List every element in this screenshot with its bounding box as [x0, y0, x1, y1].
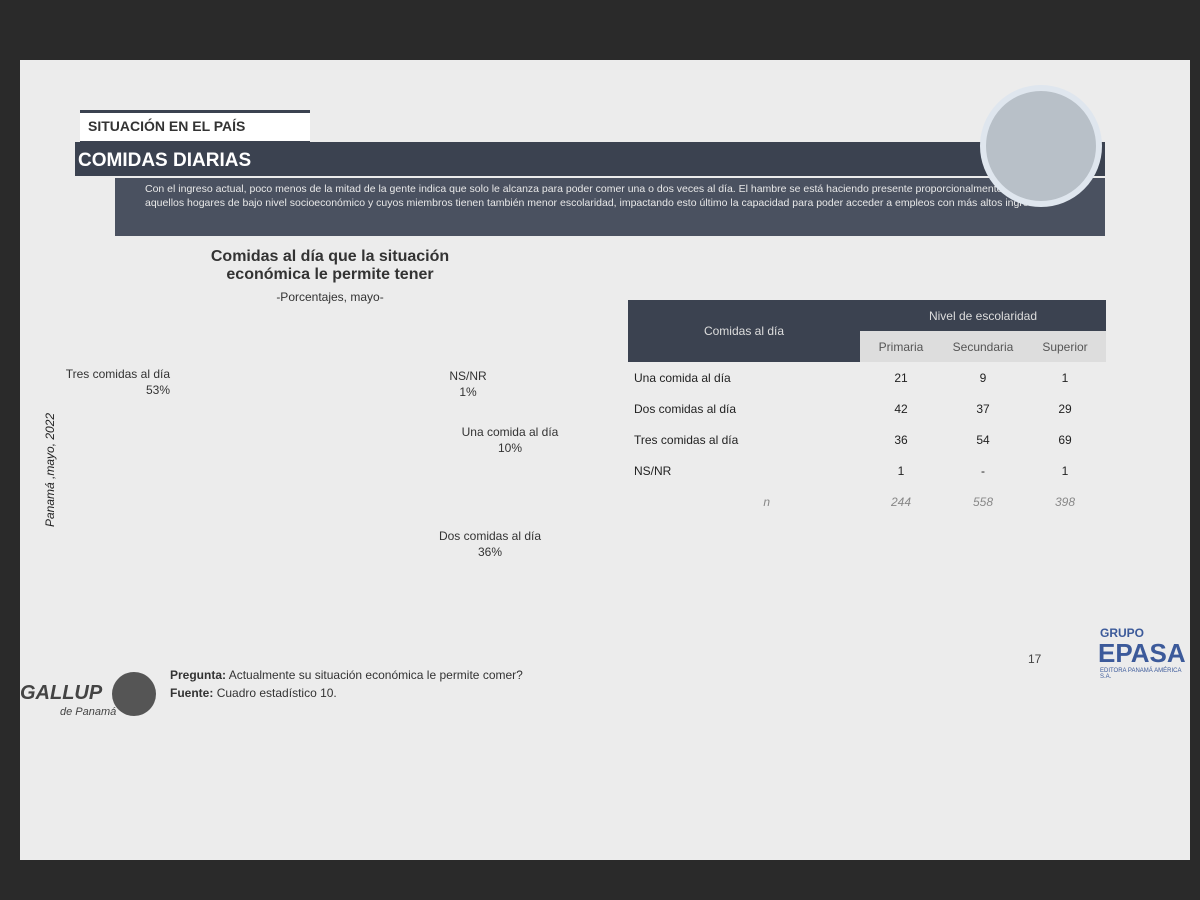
group-header: Nivel de escolaridad: [860, 300, 1106, 331]
title-bar: [75, 142, 1105, 176]
cell: 1: [897, 463, 905, 478]
logo-left-sub: de Panamá: [60, 706, 117, 718]
n-label: n: [763, 494, 770, 509]
n: 558: [972, 494, 994, 509]
section: SITUACIÓN EN EL PAÍS: [88, 118, 246, 134]
row: Una comida al día 21 9 1: [628, 362, 1106, 393]
column-header: Secundaria: [952, 339, 1014, 354]
intro: Con el ingreso actual, poco menos de la …: [115, 178, 1105, 236]
row: NS/NR 1 - 1: [628, 455, 1106, 486]
column-header: Superior: [1042, 339, 1088, 354]
cell: 54: [976, 432, 990, 447]
row: Tres comidas al día 36 54 69: [628, 424, 1106, 455]
category-label: Tres comidas al día: [66, 367, 171, 381]
row-label: Dos comidas al día: [634, 401, 737, 416]
category-label: Una comida al día: [462, 425, 559, 439]
question-text: Actualmente su situación económica le pe…: [228, 668, 523, 682]
table: Comidas al día Nivel de escolaridad Prim…: [628, 300, 1106, 517]
logo-right-sub: EDITORA PANAMÁ AMÉRICA S.A.: [1100, 668, 1182, 680]
row: Dos comidas al día 42 37 29: [628, 393, 1106, 424]
slice-label: Tres comidas al día 53%: [66, 367, 171, 397]
page-number: 17: [1028, 652, 1042, 666]
slice-label: Dos comidas al día 36%: [439, 529, 541, 559]
value-label: 1%: [459, 385, 477, 399]
row-label: NS/NR: [634, 463, 672, 478]
chart-subtitle: -Porcentajes, mayo-: [276, 290, 384, 304]
cell: 69: [1058, 432, 1072, 447]
value-label: 36%: [478, 545, 502, 559]
cell: 36: [894, 432, 908, 447]
category-label: Dos comidas al día: [439, 529, 541, 543]
source: Fuente: Cuadro estadístico 10.: [170, 686, 337, 700]
n: 398: [1054, 494, 1076, 509]
category-label: NS/NR: [449, 369, 487, 383]
row-label: Tres comidas al día: [634, 432, 739, 447]
chart-title: Comidas al día que la situación económic…: [210, 248, 450, 283]
cell: 37: [976, 401, 990, 416]
slice-label: Una comida al día 10%: [462, 425, 559, 455]
cell: 21: [894, 370, 908, 385]
corner: Comidas al día: [628, 300, 860, 362]
value-label: 53%: [146, 383, 170, 397]
logo-right: EPASA: [1098, 638, 1186, 668]
row-label: Una comida al día: [634, 370, 731, 385]
sheet: SITUACIÓN EN EL PAÍS COMIDAS DIARIAS Con…: [20, 60, 1190, 860]
donut: Tres comidas al día 53% NS/NR 1% Una comida …: [66, 367, 559, 559]
clock-icon: [980, 85, 1102, 207]
cell: 9: [979, 370, 987, 385]
slice-label: NS/NR 1%: [449, 369, 487, 399]
table-wrap: Comidas al día Nivel de escolaridad Prim…: [628, 300, 1106, 517]
cell: 29: [1058, 401, 1072, 416]
logo-right-top: GRUPO: [1100, 626, 1145, 640]
question-label: Pregunta:: [170, 668, 227, 682]
cell: 1: [1061, 370, 1069, 385]
cell: 42: [894, 401, 908, 416]
cell: 1: [1061, 463, 1069, 478]
cell: -: [981, 463, 985, 478]
title: COMIDAS DIARIAS: [78, 150, 252, 171]
globe-icon: [112, 672, 156, 716]
logo-left: GALLUP: [20, 682, 103, 704]
source-text: Cuadro estadístico 10.: [216, 686, 337, 700]
question: Pregunta: Actualmente su situación econó…: [170, 668, 523, 682]
source-label: Fuente:: [170, 686, 214, 700]
n: 244: [890, 494, 912, 509]
value-label: 10%: [498, 441, 522, 455]
column-header: Primaria: [878, 339, 924, 354]
